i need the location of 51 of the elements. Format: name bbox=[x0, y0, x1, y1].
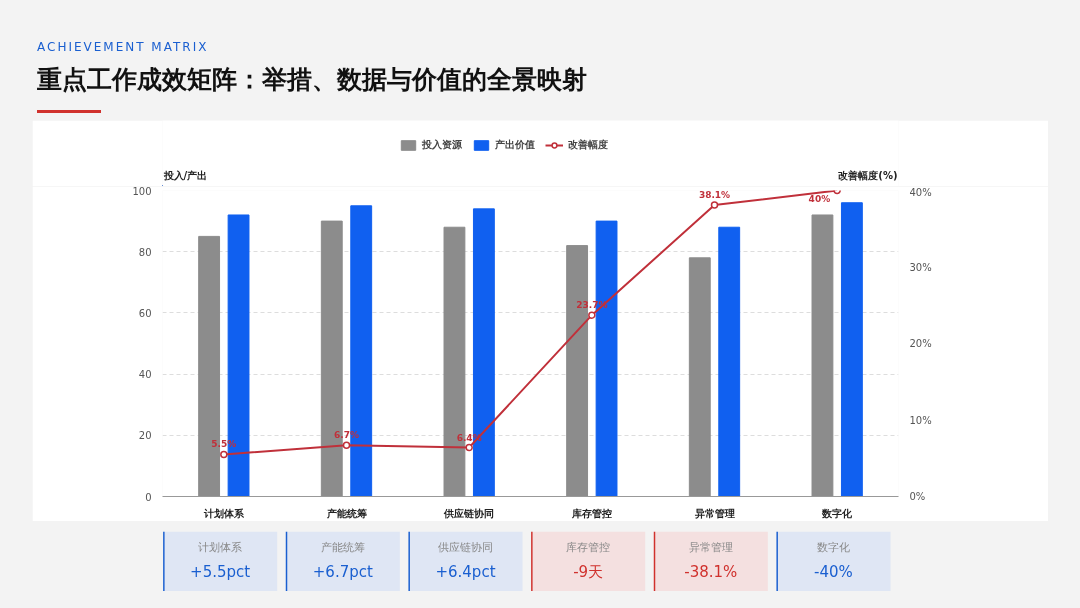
text: +5.5pct bbox=[190, 563, 251, 582]
bar bbox=[840, 202, 863, 497]
data-label: 40% bbox=[808, 193, 831, 204]
text: 计划体系 bbox=[198, 540, 243, 554]
y-tick-label: 40 bbox=[138, 369, 152, 381]
text: +6.7pct bbox=[312, 563, 373, 582]
y2-tick-label: 30% bbox=[909, 261, 932, 273]
text: 库存管控 bbox=[566, 540, 611, 554]
point bbox=[342, 441, 351, 449]
x-tick-label: 供应链协同 bbox=[443, 507, 495, 519]
y-axis-title: 投入/产出 bbox=[162, 169, 208, 181]
data-label: 38.1% bbox=[698, 190, 731, 201]
text: 供应链协同 bbox=[437, 540, 493, 554]
y2-axis-title: 改善幅度(%) bbox=[838, 169, 898, 181]
text: 产能统筹 bbox=[320, 540, 365, 554]
text: +6.4pct bbox=[435, 563, 496, 582]
y2-tick-label: 0% bbox=[909, 491, 926, 502]
x-tick-label: 计划体系 bbox=[202, 507, 245, 519]
data-label: 6.7% bbox=[334, 430, 359, 441]
legend-label: 改善幅度 bbox=[568, 138, 608, 152]
data-label: 5.5% bbox=[211, 439, 237, 450]
y2-tick-label: 10% bbox=[909, 414, 932, 426]
chart-title: 重点工作成效矩阵：举措、数据与价值的全景映射 bbox=[37, 64, 587, 97]
point bbox=[588, 311, 596, 319]
y2-tick-label: 20% bbox=[909, 338, 932, 349]
y2-tick-label: 40% bbox=[909, 186, 932, 198]
y-tick-label: 20 bbox=[138, 430, 152, 442]
data-label: 23.7% bbox=[576, 300, 608, 311]
data-label: 6.4% bbox=[456, 432, 482, 443]
y-tick-label: 60 bbox=[138, 307, 152, 319]
text: -38.1% bbox=[684, 563, 738, 582]
point bbox=[220, 450, 228, 459]
chart-subtitle: ACHIEVEMENT MATRIX bbox=[37, 39, 210, 56]
y-tick-label: 0 bbox=[145, 491, 152, 503]
text: -40% bbox=[814, 563, 853, 582]
x-tick-label: 库存管控 bbox=[570, 507, 612, 519]
y-tick-label: 80 bbox=[138, 246, 152, 258]
legend-label: 产出价值 bbox=[495, 138, 535, 152]
point bbox=[465, 443, 473, 452]
x-tick-label: 数字化 bbox=[821, 507, 854, 519]
bar bbox=[718, 226, 741, 497]
y-tick-label: 100 bbox=[132, 185, 152, 197]
bar bbox=[811, 214, 834, 497]
text: -9天 bbox=[573, 563, 604, 582]
x-tick-label: 异常管理 bbox=[693, 507, 735, 519]
legend-label: 投入资源 bbox=[422, 138, 462, 152]
point bbox=[710, 201, 719, 209]
text: 数字化 bbox=[816, 540, 850, 554]
bar bbox=[688, 257, 711, 497]
text: 异常管理 bbox=[688, 540, 733, 554]
x-tick-label: 产能统筹 bbox=[325, 507, 367, 519]
